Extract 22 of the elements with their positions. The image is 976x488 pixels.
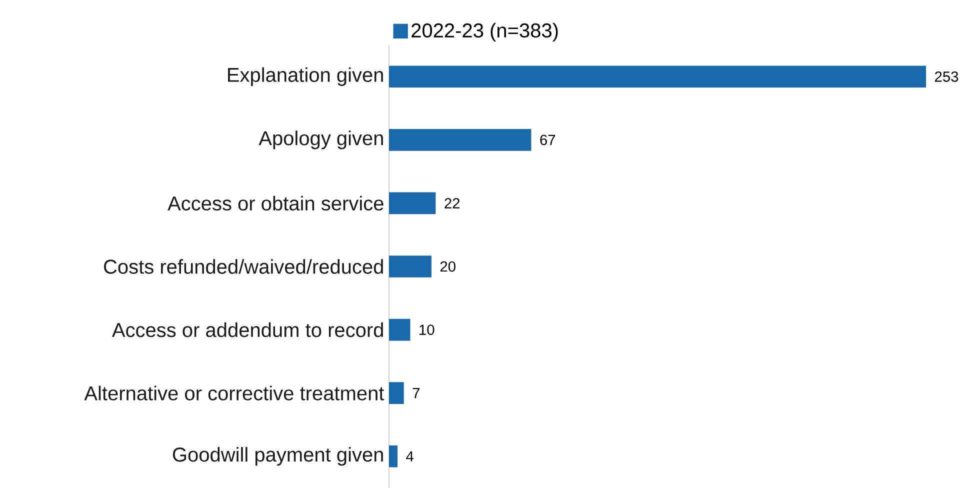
data-label: 22 bbox=[444, 198, 460, 208]
bar bbox=[389, 66, 926, 88]
legend-label: 2022-23 (n=383) bbox=[412, 22, 558, 42]
y-tick-label: Goodwill payment given bbox=[172, 447, 383, 466]
y-tick-label: Access or obtain service bbox=[168, 196, 384, 211]
data-label: 4 bbox=[406, 451, 414, 462]
data-label: 7 bbox=[412, 388, 420, 398]
data-label: 253 bbox=[935, 71, 958, 82]
data-label: 10 bbox=[420, 324, 434, 335]
bar bbox=[389, 256, 432, 278]
data-label: 20 bbox=[440, 261, 456, 272]
bar bbox=[389, 129, 532, 151]
y-tick-label: Alternative or corrective treatment bbox=[84, 386, 384, 400]
bar bbox=[389, 318, 410, 341]
y-tick-label: Apology given bbox=[258, 130, 383, 150]
bar bbox=[389, 382, 404, 404]
bar bbox=[389, 192, 436, 214]
y-tick-label: Access or addendum to record bbox=[112, 322, 383, 338]
y-tick-label: Costs refunded/waived/reduced bbox=[104, 259, 383, 274]
bar bbox=[389, 445, 398, 468]
y-tick-label: Explanation given bbox=[228, 67, 383, 86]
data-label: 67 bbox=[540, 134, 556, 146]
